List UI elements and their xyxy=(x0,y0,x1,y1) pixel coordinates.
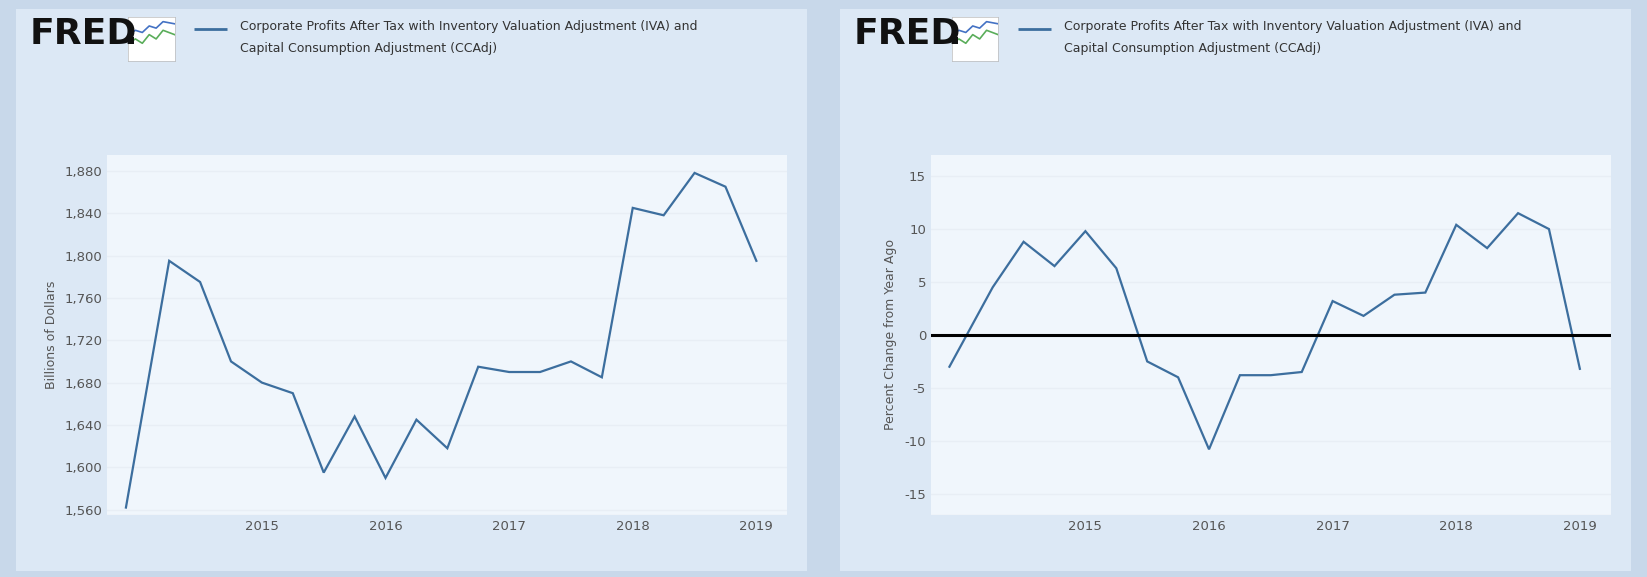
Text: .: . xyxy=(124,17,137,51)
Text: Corporate Profits After Tax with Inventory Valuation Adjustment (IVA) and: Corporate Profits After Tax with Invento… xyxy=(1064,20,1522,33)
Text: FRED: FRED xyxy=(853,17,960,51)
Text: FRED: FRED xyxy=(30,17,137,51)
Text: Corporate Profits After Tax with Inventory Valuation Adjustment (IVA) and: Corporate Profits After Tax with Invento… xyxy=(240,20,698,33)
Text: .: . xyxy=(947,17,960,51)
Text: Capital Consumption Adjustment (CCAdj): Capital Consumption Adjustment (CCAdj) xyxy=(240,42,497,55)
Y-axis label: Percent Change from Year Ago: Percent Change from Year Ago xyxy=(884,239,898,430)
Text: Capital Consumption Adjustment (CCAdj): Capital Consumption Adjustment (CCAdj) xyxy=(1064,42,1321,55)
Y-axis label: Billions of Dollars: Billions of Dollars xyxy=(44,281,58,389)
